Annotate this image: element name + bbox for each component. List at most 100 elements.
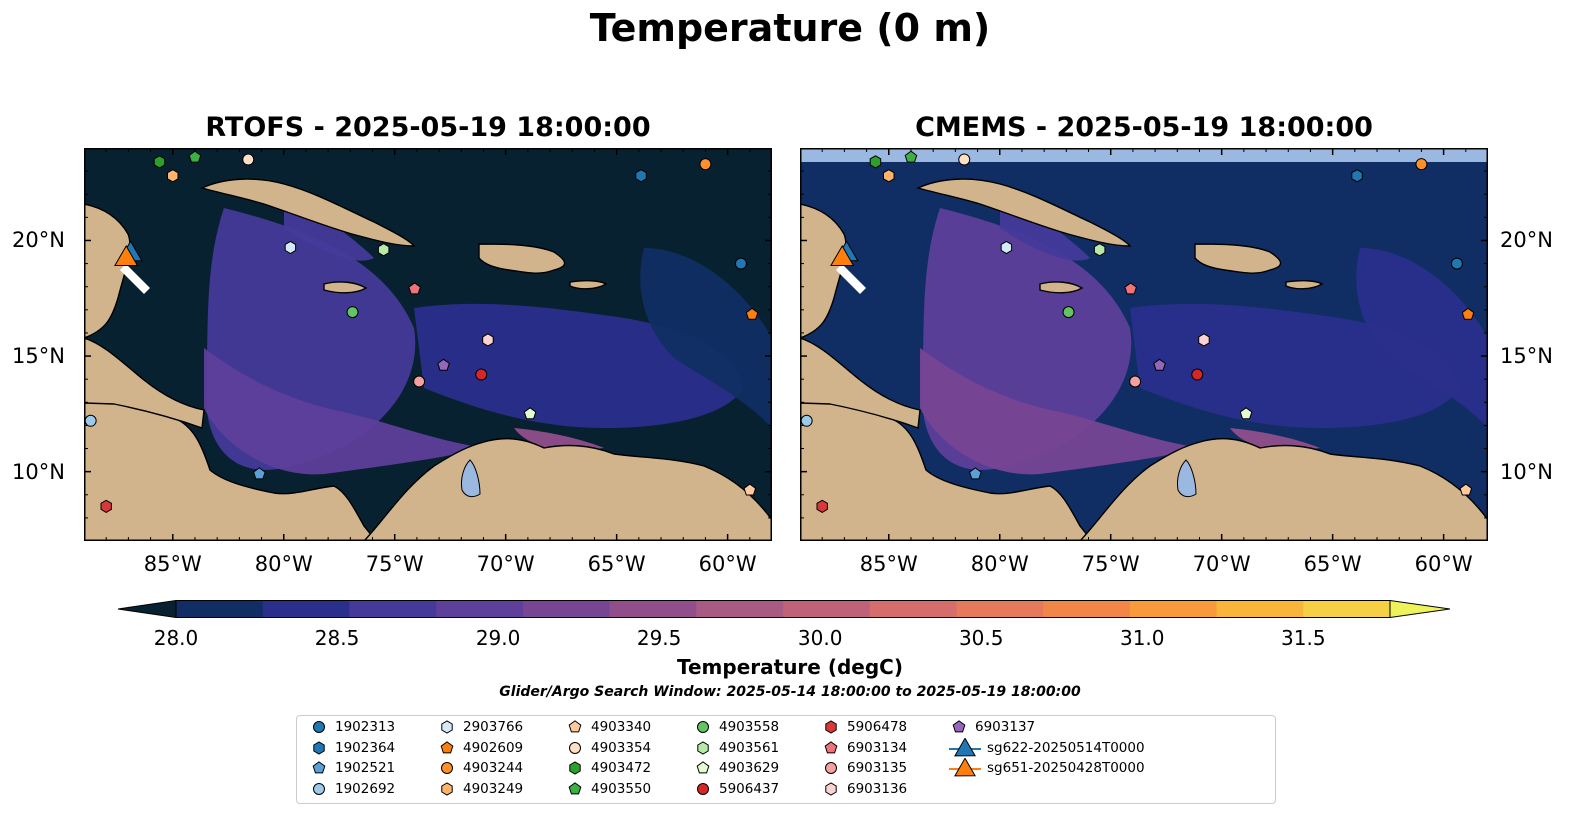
lake-maracaibo [1177, 459, 1197, 498]
legend-label: sg651-20250428T0000 [987, 760, 1145, 776]
legend-marker-hexagon-icon [825, 781, 837, 796]
observation-marker-1902521 [969, 467, 982, 480]
colorbar-segment [783, 600, 871, 618]
observation-marker-1902313 [1450, 257, 1463, 270]
legend-item: 2903766 [437, 717, 523, 737]
legend-label: 1902364 [335, 739, 396, 756]
land-mass [84, 337, 205, 429]
legend-item: 4903244 [437, 758, 523, 778]
legend-item: sg651-20250428T0000 [949, 758, 1145, 778]
colorbar-segment [1043, 600, 1131, 618]
legend-item: 1902692 [309, 779, 395, 799]
legend-marker-circle-icon [313, 782, 325, 795]
legend-marker [313, 721, 325, 733]
legend-marker-pentagon-icon [568, 781, 582, 794]
observation-marker-4903550 [188, 150, 202, 163]
lon-tick-label: 70°W [1192, 552, 1251, 576]
lat-tick-label-left: 10°N [12, 459, 65, 484]
legend-label: sg622-20250514T0000 [987, 739, 1145, 756]
colorbar [118, 600, 1450, 618]
observation-marker-1902692 [84, 414, 97, 427]
observation-marker-4903354 [242, 153, 255, 166]
legend-marker-circle-icon [441, 762, 453, 774]
observation-marker-2903766 [1000, 240, 1013, 255]
legend-label: 5906437 [719, 780, 780, 797]
glider-track [836, 264, 866, 294]
legend-marker-triangle-icon [949, 737, 981, 756]
legend-marker-hexagon-icon [441, 720, 453, 734]
colorbar-segment [522, 600, 611, 618]
lon-tick-label: 60°W [1414, 552, 1473, 576]
legend-marker [312, 761, 326, 774]
observation-marker-4903561 [377, 243, 390, 257]
legend-label: 1902521 [335, 760, 396, 776]
legend-item: 4902609 [437, 738, 523, 758]
observation-marker-4903249 [883, 169, 895, 183]
legend-item: 4903354 [565, 738, 651, 758]
legend-marker [569, 761, 581, 775]
legend-label: 4903244 [463, 760, 524, 776]
lon-tick-label: 60°W [698, 552, 757, 576]
legend-item: 4903550 [565, 779, 651, 799]
observation-marker-1902313 [734, 257, 747, 270]
observation-marker-4903249 [167, 169, 179, 183]
legend-marker [441, 720, 453, 734]
legend-label: 6903135 [847, 760, 908, 776]
legend-marker [441, 781, 453, 796]
legend-label: 4903354 [591, 739, 652, 756]
colorbar-tick-label: 28.5 [314, 626, 360, 650]
observation-marker-6903135 [413, 375, 426, 388]
observation-marker-5906437 [1191, 368, 1204, 381]
map-panel-rtofs [84, 148, 772, 541]
observation-marker-1902692 [800, 414, 813, 427]
map-panel-cmems [800, 148, 1488, 541]
observation-marker-4903558 [346, 306, 359, 319]
land-mass [363, 437, 772, 541]
observation-marker-4902609 [745, 307, 759, 320]
panel-title-rtofs: RTOFS - 2025-05-19 18:00:00 [205, 112, 651, 143]
observation-marker-6903134 [1124, 282, 1137, 295]
legend-label: 4903340 [591, 719, 652, 735]
legend-marker-hexagon-icon [697, 740, 709, 755]
legend-label: 2903766 [463, 719, 524, 735]
legend-marker [697, 740, 709, 755]
legend-marker-pentagon-icon [696, 761, 710, 774]
land-mass [1079, 437, 1488, 541]
legend-label: 4903561 [719, 739, 780, 756]
land-mass [915, 178, 1132, 247]
legend-item: 4903561 [693, 738, 779, 758]
observation-marker-6903136 [1198, 333, 1210, 347]
colorbar-tick-label: 31.0 [1119, 626, 1165, 650]
legend-marker-pentagon-icon [824, 740, 838, 753]
legend-marker [569, 741, 581, 754]
observation-marker-4902609 [1461, 307, 1475, 320]
land-mass [478, 243, 566, 274]
observation-marker-4903340 [1459, 483, 1473, 496]
lon-tick-label: 70°W [476, 552, 535, 576]
legend-marker [313, 740, 325, 755]
land-mass [569, 279, 608, 290]
observation-marker-6903136 [482, 333, 494, 347]
legend-item: 6903135 [821, 758, 907, 778]
legend-item: sg622-20250514T0000 [949, 737, 1145, 758]
legend-marker [568, 720, 582, 733]
land-mass [199, 178, 416, 247]
legend-marker-circle-icon [697, 782, 709, 795]
observation-marker-5906478 [816, 499, 828, 513]
observation-marker-4903550 [904, 150, 918, 163]
map-frame [800, 148, 1488, 541]
legend-label: 4903550 [591, 780, 652, 797]
observation-marker-4903340 [743, 483, 757, 496]
legend-label: 6903136 [847, 780, 908, 797]
legend-marker-pentagon-icon [952, 720, 966, 733]
legend-marker-pentagon-icon [568, 720, 582, 733]
colorbar-tick-label: 30.0 [797, 626, 843, 650]
lon-tick-label: 80°W [254, 552, 313, 576]
observation-marker-4903561 [1093, 243, 1106, 257]
legend-label: 1902313 [335, 719, 396, 735]
lat-tick-label-right: 15°N [1500, 344, 1553, 369]
lon-tick-label: 75°W [1081, 552, 1140, 576]
no-data-band [800, 148, 1488, 162]
legend-marker [952, 720, 966, 733]
observation-marker-4903244 [699, 158, 712, 171]
